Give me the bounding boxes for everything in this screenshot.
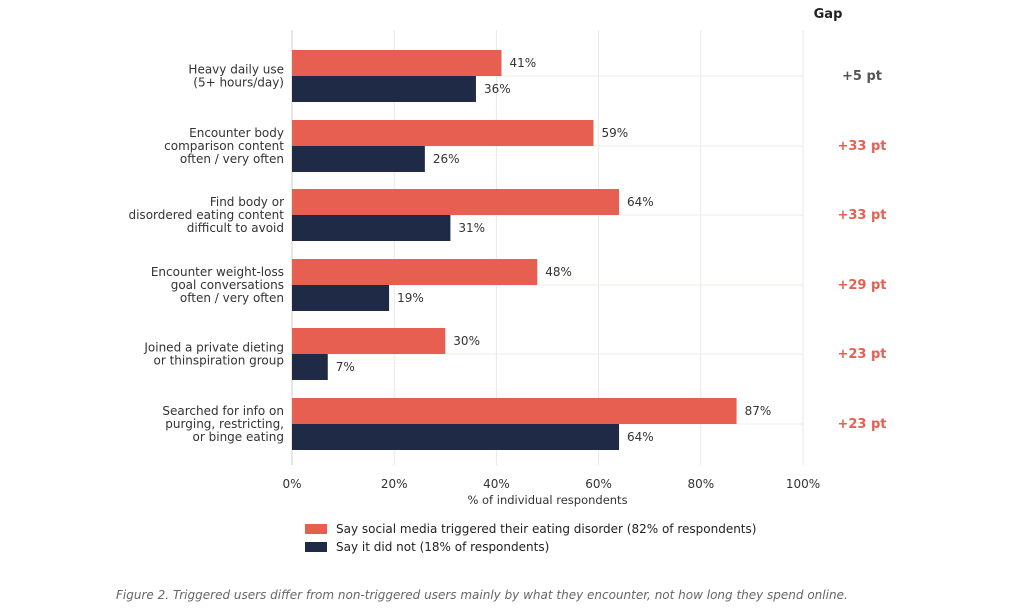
bar-value-label: 19% [397, 291, 424, 305]
category-label-line: Searched for info on [162, 404, 284, 418]
bar-not-triggered [292, 76, 476, 102]
category-label: Encounter body comparison content often / … [164, 126, 284, 166]
gap-label: +23 pt [837, 417, 886, 432]
bar-triggered [292, 189, 620, 215]
gap-label: +33 pt [837, 139, 886, 154]
category-label: Joined a private dieting or thinspiration… [143, 341, 284, 368]
category-label: Searched for info on purging, restricting… [162, 404, 284, 444]
category-label-line: Find body or [210, 195, 284, 209]
bar-triggered [292, 328, 446, 354]
bar-not-triggered [292, 146, 425, 172]
x-axis-label: % of individual respondents [467, 493, 627, 507]
category-label-line: or binge eating [193, 430, 284, 444]
bar-triggered [292, 259, 538, 285]
figure-caption: Figure 2. Triggered users differ from no… [116, 588, 848, 602]
bar-value-label: 59% [601, 126, 628, 140]
x-tick-label: 40% [483, 477, 510, 491]
bar-value-label: 41% [510, 56, 537, 70]
bar-not-triggered [292, 354, 328, 380]
category-label-line: purging, restricting, [165, 417, 284, 431]
bar-value-label: 26% [433, 152, 460, 166]
bar-value-label: 31% [458, 221, 485, 235]
x-tick-label: 20% [381, 477, 408, 491]
category-label: Find body or disordered eating content dif… [128, 195, 284, 235]
category-label-line: disordered eating content [128, 208, 284, 222]
bar-triggered [292, 50, 502, 76]
bar-not-triggered [292, 424, 620, 450]
bar-value-label: 36% [484, 82, 511, 96]
legend-label: Say social media triggered their eating … [336, 522, 756, 536]
category-label-line: often / very often [180, 152, 284, 166]
category-label-line: Encounter weight-loss [151, 265, 284, 279]
gap-label: +33 pt [837, 208, 886, 223]
gap-header: Gap [814, 7, 843, 22]
bar-value-label: 48% [545, 265, 572, 279]
gap-label: +5 pt [842, 69, 882, 84]
x-tick-label: 0% [282, 477, 301, 491]
bar-triggered [292, 120, 594, 146]
bar-not-triggered [292, 285, 390, 311]
bar-value-label: 7% [336, 360, 355, 374]
category-label-line: or thinspiration group [154, 354, 284, 368]
bar-value-label: 64% [627, 430, 654, 444]
gap-label: +23 pt [837, 347, 886, 362]
legend-swatch [305, 524, 327, 534]
bar-value-label: 87% [745, 404, 772, 418]
legend-swatch [305, 542, 327, 552]
category-label-line: Encounter body [189, 126, 284, 140]
x-tick-label: 100% [786, 477, 820, 491]
bar-triggered [292, 398, 737, 424]
category-label-line: Joined a private dieting [143, 341, 284, 355]
category-label-line: often / very often [180, 291, 284, 305]
gap-label: +29 pt [837, 278, 886, 293]
category-label-line: Heavy daily use [188, 63, 284, 77]
category-label-line: (5+ hours/day) [193, 76, 284, 90]
x-tick-label: 60% [585, 477, 612, 491]
category-label-line: difficult to avoid [187, 221, 284, 235]
category-label-line: goal conversations [171, 278, 284, 292]
x-tick-label: 80% [687, 477, 714, 491]
category-label: Encounter weight-loss goal conversations o… [151, 265, 284, 305]
bar-value-label: 64% [627, 195, 654, 209]
legend-label: Say it did not (18% of respondents) [336, 540, 549, 554]
bar-value-label: 30% [453, 334, 480, 348]
category-label: Heavy daily use (5+ hours/day) [188, 63, 284, 90]
bar-not-triggered [292, 215, 451, 241]
category-label-line: comparison content [164, 139, 284, 153]
